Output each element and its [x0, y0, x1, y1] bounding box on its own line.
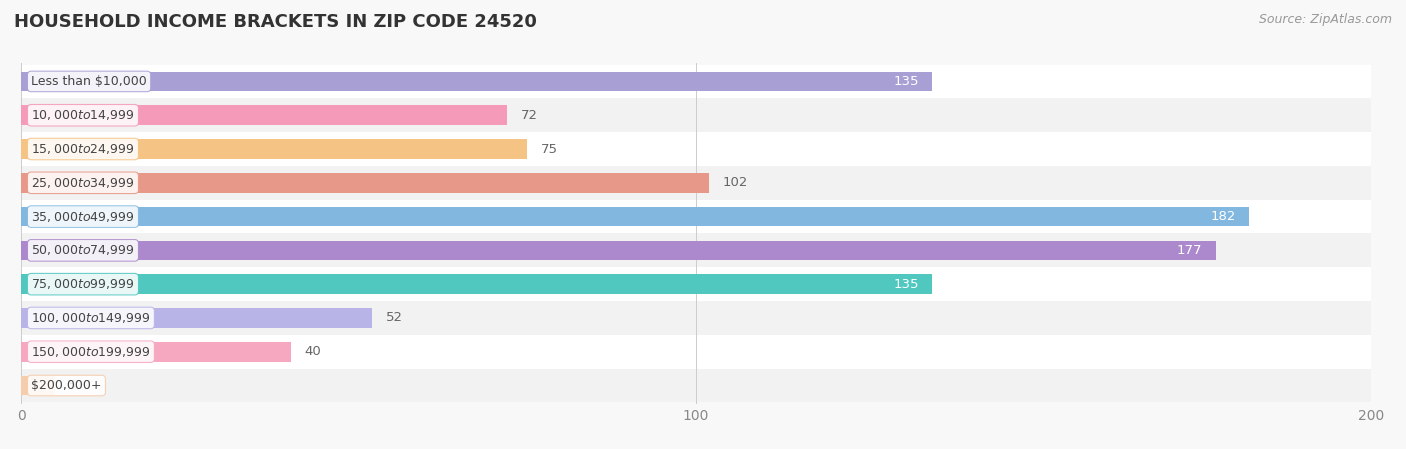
Bar — [21, 139, 527, 159]
Text: 40: 40 — [305, 345, 322, 358]
Bar — [21, 267, 1371, 301]
Text: $15,000 to $24,999: $15,000 to $24,999 — [31, 142, 135, 156]
Bar — [21, 376, 55, 395]
Text: 72: 72 — [520, 109, 537, 122]
Bar — [21, 207, 1250, 226]
Text: $10,000 to $14,999: $10,000 to $14,999 — [31, 108, 135, 122]
Text: $50,000 to $74,999: $50,000 to $74,999 — [31, 243, 135, 257]
Text: $35,000 to $49,999: $35,000 to $49,999 — [31, 210, 135, 224]
Text: $100,000 to $149,999: $100,000 to $149,999 — [31, 311, 150, 325]
Text: $150,000 to $199,999: $150,000 to $199,999 — [31, 345, 150, 359]
Bar — [21, 98, 1371, 132]
Text: 75: 75 — [541, 142, 558, 155]
Text: Source: ZipAtlas.com: Source: ZipAtlas.com — [1258, 13, 1392, 26]
Bar — [21, 241, 1216, 260]
Bar — [21, 65, 1371, 98]
Bar — [21, 301, 1371, 335]
Bar — [21, 173, 710, 193]
Text: 102: 102 — [723, 176, 748, 189]
Bar — [21, 72, 932, 91]
Text: 52: 52 — [385, 312, 402, 325]
Text: $25,000 to $34,999: $25,000 to $34,999 — [31, 176, 135, 190]
Bar — [21, 166, 1371, 200]
Bar — [21, 200, 1371, 233]
Bar — [21, 274, 932, 294]
Text: 135: 135 — [893, 277, 918, 291]
Text: 177: 177 — [1177, 244, 1202, 257]
Bar — [21, 335, 1371, 369]
Bar — [21, 106, 508, 125]
Text: 135: 135 — [893, 75, 918, 88]
Text: 5: 5 — [69, 379, 77, 392]
Bar — [21, 369, 1371, 402]
Bar — [21, 308, 373, 328]
Text: $200,000+: $200,000+ — [31, 379, 101, 392]
Text: $75,000 to $99,999: $75,000 to $99,999 — [31, 277, 135, 291]
Text: Less than $10,000: Less than $10,000 — [31, 75, 148, 88]
Text: HOUSEHOLD INCOME BRACKETS IN ZIP CODE 24520: HOUSEHOLD INCOME BRACKETS IN ZIP CODE 24… — [14, 13, 537, 31]
Bar — [21, 132, 1371, 166]
Bar — [21, 342, 291, 361]
Bar — [21, 233, 1371, 267]
Text: 182: 182 — [1211, 210, 1236, 223]
